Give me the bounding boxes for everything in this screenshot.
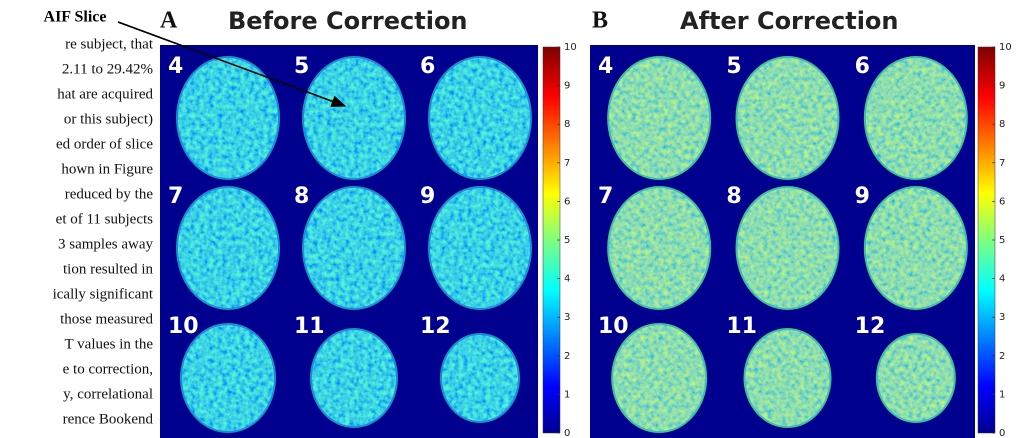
- brain-slice: [865, 188, 966, 308]
- colorbar-tick-label: 1: [999, 389, 1005, 400]
- brain-slice: [430, 188, 530, 308]
- body-text-line: those measured: [60, 311, 153, 327]
- slice-label: 7: [598, 184, 613, 209]
- slice-label: 6: [855, 54, 870, 79]
- slice-label: 9: [420, 184, 435, 209]
- slice-label: 12: [855, 314, 886, 339]
- colorbar-tick-label: 2: [999, 351, 1005, 362]
- body-text-line: rence Bookend: [63, 411, 154, 427]
- body-text-line: hat are acquired: [57, 86, 153, 102]
- slice-label: 11: [726, 314, 757, 339]
- colorbar-tick-label: 4: [564, 274, 570, 285]
- slice-label: 10: [598, 314, 629, 339]
- body-text-line: tion resulted in: [63, 261, 153, 277]
- body-text-line: y, correlational: [63, 386, 153, 402]
- slice-label: 11: [294, 314, 325, 339]
- body-text-line: ed order of slice: [56, 136, 153, 152]
- slice-label: 8: [294, 184, 309, 209]
- colorbar-tick-label: 5: [999, 235, 1005, 246]
- colorbar-tick-label: 0: [564, 428, 570, 438]
- brain-slice: [609, 188, 710, 308]
- annotation-arrow-top: [117, 21, 347, 107]
- body-text-line: hown in Figure: [61, 161, 153, 177]
- slice-label: 4: [598, 54, 613, 79]
- slice-label: 8: [726, 184, 741, 209]
- brain-slice: [745, 330, 830, 426]
- brain-slice: [613, 325, 706, 431]
- panel-title: After Correction: [680, 7, 899, 35]
- brain-slice: [178, 188, 278, 308]
- brain-slice: [430, 58, 530, 178]
- slice-label: 12: [420, 314, 451, 339]
- panel-title: Before Correction: [228, 7, 468, 35]
- brain-slice: [737, 58, 838, 178]
- body-text-line: T values in the: [65, 336, 154, 352]
- colorbar-tick-label: 1: [564, 389, 570, 400]
- colorbar-tick-label: 0: [999, 428, 1005, 438]
- colorbar-tick-label: 3: [999, 312, 1005, 323]
- colorbar-tick-label: 8: [999, 119, 1005, 130]
- colorbar-tick-label: 6: [999, 196, 1005, 207]
- slice-label: 5: [726, 54, 741, 79]
- brain-slice: [304, 58, 404, 178]
- colorbar-tick-label: 4: [999, 274, 1005, 285]
- slice-label: 4: [168, 54, 183, 79]
- colorbar-tick-label: 7: [999, 158, 1005, 169]
- body-text-line: re subject, that: [65, 36, 154, 52]
- panel-letter: B: [592, 8, 608, 34]
- colorbar-tick-label: 2: [564, 351, 570, 362]
- panel-letter: A: [160, 8, 178, 34]
- body-text-line: ically significant: [53, 286, 154, 302]
- brain-slice: [877, 335, 954, 421]
- body-text-line: e to correction,: [63, 361, 153, 377]
- colorbar-tick-label: 9: [564, 81, 570, 92]
- brain-slice: [182, 325, 274, 431]
- slice-label: 9: [855, 184, 870, 209]
- slice-label: 6: [420, 54, 435, 79]
- brain-slice: [442, 335, 518, 421]
- body-text-line: reduced by the: [65, 186, 154, 202]
- annotation: AIF Slice: [44, 9, 107, 26]
- slice-label: 5: [294, 54, 309, 79]
- colorbar-tick-label: 7: [564, 158, 570, 169]
- colorbar-tick-label: 9: [999, 81, 1005, 92]
- body-text-line: or this subject): [64, 111, 153, 127]
- colorbar-tick-label: 8: [564, 119, 570, 130]
- slice-label: 10: [168, 314, 199, 339]
- colorbar-tick-label: 6: [564, 196, 570, 207]
- brain-slice: [304, 188, 404, 308]
- colorbar-tick-label: 3: [564, 312, 570, 323]
- brain-slice: [178, 58, 278, 178]
- brain-slice: [312, 330, 396, 426]
- body-text-line: 3 samples away: [58, 236, 153, 252]
- colorbar-tick-label: 5: [564, 235, 570, 246]
- brain-slice: [865, 58, 966, 178]
- colorbar-tick-label: 10: [564, 42, 577, 53]
- slice-label: 7: [168, 184, 183, 209]
- body-text-line: et of 11 subjects: [56, 211, 154, 227]
- brain-slice: [737, 188, 838, 308]
- colorbar-tick-label: 10: [999, 42, 1012, 53]
- brain-slice: [609, 58, 710, 178]
- body-text-line: 2.11 to 29.42%: [62, 61, 153, 77]
